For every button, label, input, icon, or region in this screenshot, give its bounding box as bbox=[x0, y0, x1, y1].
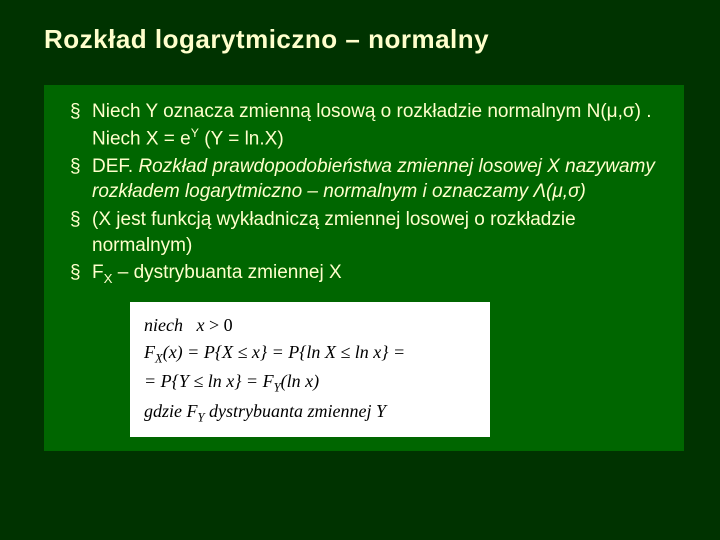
f2sub: X bbox=[155, 352, 163, 366]
content-panel: Niech Y oznacza zmienną losową o rozkład… bbox=[44, 85, 684, 451]
f4b: dystrybuanta zmiennej Y bbox=[205, 401, 387, 421]
bullet-3: (X jest funkcją wykładniczą zmiennej los… bbox=[70, 207, 666, 258]
slide: Rozkład logarytmiczno – normalny Niech Y… bbox=[0, 0, 720, 540]
f3sub: Y bbox=[274, 381, 281, 395]
f3a: = P{Y ≤ ln x} = F bbox=[144, 371, 274, 391]
slide-title: Rozkład logarytmiczno – normalny bbox=[44, 24, 684, 55]
bullet-1-text-a: Niech Y oznacza zmienną losową o rozkład… bbox=[92, 101, 651, 149]
bullet-1-sup: Y bbox=[191, 126, 199, 140]
formula-line-3: = P{Y ≤ ln x} = FY(ln x) bbox=[144, 368, 476, 397]
bullet-3-text: (X jest funkcją wykładniczą zmiennej los… bbox=[92, 209, 576, 256]
f2a: F bbox=[144, 342, 155, 362]
bullet-4-pre: F bbox=[92, 262, 104, 283]
formula-line-1: niech x > 0 bbox=[144, 312, 476, 339]
bullet-2: DEF. Rozkład prawdopodobieństwa zmiennej… bbox=[70, 154, 666, 205]
f3b: (ln x) bbox=[281, 371, 319, 391]
f4a: gdzie F bbox=[144, 401, 198, 421]
formula-block: niech x > 0 FX(x) = P{X ≤ x} = P{ln X ≤ … bbox=[130, 302, 490, 437]
bullet-1: Niech Y oznacza zmienną losową o rozkład… bbox=[70, 99, 666, 152]
formula-line-4: gdzie FY dystrybuanta zmiennej Y bbox=[144, 398, 476, 427]
bullet-2-italic: Rozkład prawdopodobieństwa zmiennej loso… bbox=[92, 156, 655, 203]
bullet-4-post: – dystrybuanta zmiennej X bbox=[112, 262, 341, 283]
f4sub: Y bbox=[198, 410, 205, 424]
bullet-2-pre: DEF. bbox=[92, 156, 138, 177]
bullet-list: Niech Y oznacza zmienną losową o rozkład… bbox=[70, 99, 666, 288]
f1a: niech bbox=[144, 315, 183, 335]
f1c: > 0 bbox=[204, 315, 232, 335]
f2b: (x) = P{X ≤ x} = P{ln X ≤ ln x} = bbox=[163, 342, 405, 362]
formula-line-2: FX(x) = P{X ≤ x} = P{ln X ≤ ln x} = bbox=[144, 339, 476, 368]
bullet-4: FX – dystrybuanta zmiennej X bbox=[70, 260, 666, 288]
bullet-1-text-b: (Y = ln.X) bbox=[199, 128, 284, 149]
